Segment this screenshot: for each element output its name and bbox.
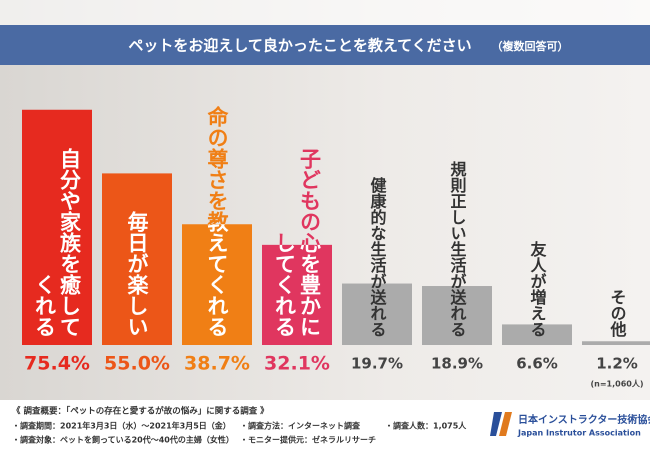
logo-text-en: Japan Instrutor Association bbox=[517, 429, 641, 438]
footer-item: ・調査期間：2021年3月3日（水）～2021年3月5日（金） bbox=[12, 421, 231, 431]
value-label: 19.7% bbox=[351, 355, 403, 373]
chart-title: ペットをお迎えして良かったことを教えてください bbox=[128, 37, 471, 55]
category-label: 命の尊さを教えてくれる bbox=[205, 105, 229, 337]
footer-item: ・調査方法：インターネット調査 bbox=[240, 421, 361, 431]
sample-note: (n=1,060人) bbox=[590, 379, 643, 389]
bar bbox=[582, 341, 650, 345]
bar bbox=[342, 283, 412, 345]
value-label: 1.2% bbox=[596, 355, 638, 373]
footer-bg bbox=[0, 400, 650, 450]
footer-heading: 《 調査概要：「ペットの存在と愛するが故の悩み」に関する調査 》 bbox=[12, 406, 269, 417]
footer-item: ・調査人数：1,075人 bbox=[385, 421, 467, 431]
category-label: 毎日が楽しい bbox=[125, 210, 149, 337]
bar bbox=[262, 244, 332, 345]
value-label: 38.7% bbox=[184, 353, 250, 375]
value-label: 6.6% bbox=[516, 355, 558, 373]
value-label: 55.0% bbox=[104, 353, 170, 375]
value-label: 32.1% bbox=[264, 353, 330, 375]
logo-mark bbox=[490, 412, 502, 436]
logo-text: 日本インストラクター技術協会 bbox=[518, 413, 650, 426]
category-label: くれる bbox=[33, 274, 57, 337]
category-label: 子どもの心を豊かに bbox=[298, 148, 322, 337]
category-label: してくれる bbox=[273, 232, 297, 337]
category-label: くれる bbox=[33, 274, 57, 337]
category-label: してくれる bbox=[273, 232, 297, 337]
category-label: 命の尊さを教えてくれる bbox=[205, 105, 229, 337]
category-label: 友人が増える bbox=[528, 240, 547, 337]
category-label: 自分や家族を癒して bbox=[58, 147, 82, 337]
value-label: 18.9% bbox=[431, 355, 483, 373]
category-label: 規則正しい生活が送れる bbox=[448, 161, 468, 337]
value-label: 75.4% bbox=[24, 353, 90, 375]
bar bbox=[22, 109, 92, 345]
logo-mark bbox=[499, 412, 512, 436]
bar bbox=[502, 324, 572, 345]
category-label: 健康的な生活が送れる bbox=[368, 176, 388, 337]
bar bbox=[422, 286, 492, 345]
bar bbox=[102, 173, 172, 345]
top-band bbox=[0, 0, 650, 25]
category-label: その他 bbox=[608, 289, 628, 338]
category-label: 自分や家族を癒して bbox=[58, 147, 82, 337]
chart-subtitle: （複数回答可） bbox=[492, 39, 569, 53]
title-banner bbox=[0, 25, 650, 65]
footer-item: ・調査対象：ペットを飼っている20代～40代の主婦（女性） bbox=[12, 435, 234, 445]
bar bbox=[182, 224, 252, 345]
category-label: 子どもの心を豊かに bbox=[298, 148, 322, 337]
footer-item: ・モニター提供元：ゼネラルリサーチ bbox=[240, 435, 376, 445]
category-label: 毎日が楽しい bbox=[125, 210, 149, 337]
